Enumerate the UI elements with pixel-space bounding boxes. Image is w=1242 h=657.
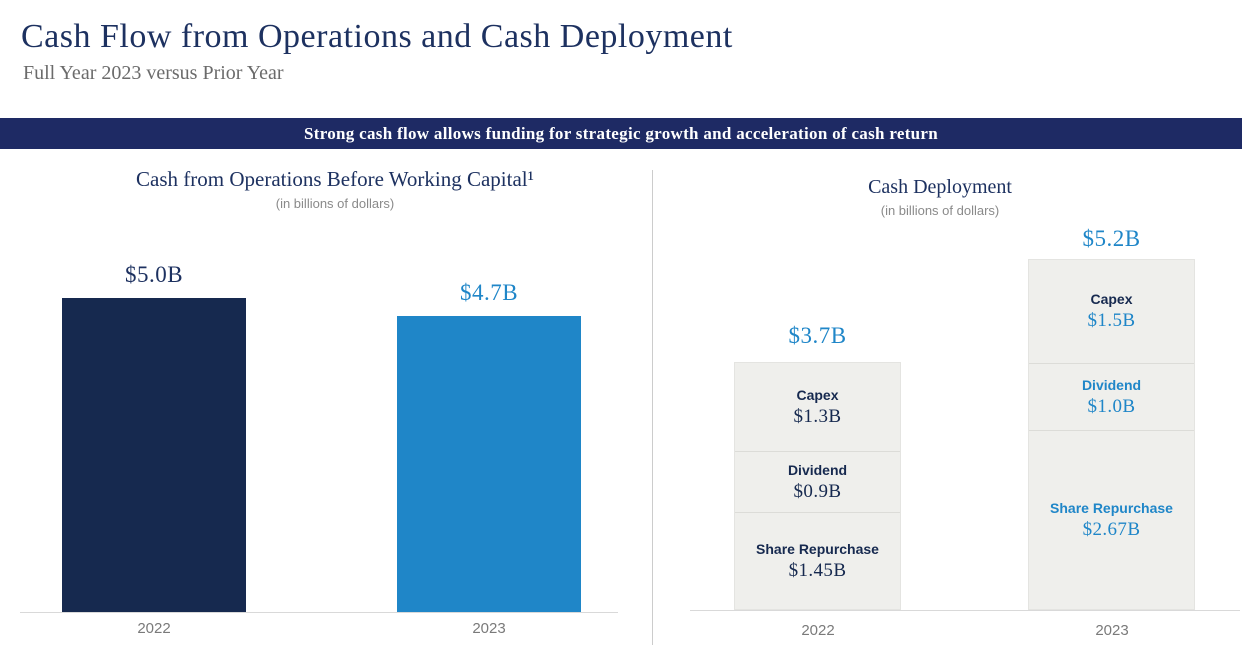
deployment-axis-baseline — [690, 610, 1240, 611]
segment-capex-2022: Capex $1.3B — [735, 363, 900, 451]
operations-chart-note: (in billions of dollars) — [275, 196, 395, 211]
segment-value: $1.5B — [1087, 310, 1136, 331]
deployment-stacked-bar-2022: Capex $1.3B Dividend $0.9B Share Repurch… — [734, 362, 901, 610]
key-message-banner: Strong cash flow allows funding for stra… — [0, 118, 1242, 149]
deployment-total-2022: $3.7B — [788, 323, 847, 348]
deployment-axis-label-2023: 2023 — [1095, 622, 1129, 639]
operations-axis-label-2023: 2023 — [472, 620, 506, 637]
segment-dividend-2022: Dividend $0.9B — [735, 451, 900, 512]
segment-value: $2.67B — [1082, 518, 1141, 540]
operations-bar-2023-value: $4.7B — [459, 280, 519, 305]
section-divider — [652, 170, 653, 645]
operations-axis-label-2022: 2022 — [137, 620, 171, 637]
deployment-total-2023: $5.2B — [1082, 226, 1141, 251]
operations-bar-2022-value: $5.0B — [124, 262, 184, 287]
segment-label: Capex — [1090, 291, 1133, 307]
operations-chart-title: Cash from Operations Before Working Capi… — [136, 167, 534, 191]
page-title: Cash Flow from Operations and Cash Deplo… — [21, 18, 733, 55]
deployment-chart-note: (in billions of dollars) — [880, 203, 1000, 218]
segment-value: $1.3B — [793, 405, 842, 427]
segment-label: Capex — [796, 386, 839, 403]
segment-label: Share Repurchase — [1050, 499, 1173, 516]
segment-label: Dividend — [1081, 376, 1142, 393]
segment-value: $0.9B — [793, 480, 842, 502]
segment-value: $1.45B — [788, 559, 847, 581]
segment-value: $1.0B — [1087, 395, 1136, 417]
segment-label: Dividend — [787, 461, 848, 478]
operations-bar-2022 — [62, 298, 246, 612]
segment-capex-2023: Capex $1.5B — [1029, 260, 1194, 363]
segment-dividend-2023: Dividend $1.0B — [1029, 363, 1194, 430]
deployment-axis-label-2022: 2022 — [801, 622, 835, 639]
operations-bar-2023 — [397, 316, 581, 612]
segment-share-repurchase-2022: Share Repurchase $1.45B — [735, 512, 900, 609]
deployment-chart-title: Cash Deployment — [868, 176, 1012, 198]
banner-text: Strong cash flow allows funding for stra… — [303, 123, 939, 143]
operations-axis-baseline — [20, 612, 618, 613]
segment-label: Share Repurchase — [756, 540, 879, 557]
deployment-stacked-bar-2023: Capex $1.5B Dividend $1.0B Share Repurch… — [1028, 259, 1195, 610]
page-subtitle: Full Year 2023 versus Prior Year — [23, 62, 284, 84]
segment-share-repurchase-2023: Share Repurchase $2.67B — [1029, 430, 1194, 609]
